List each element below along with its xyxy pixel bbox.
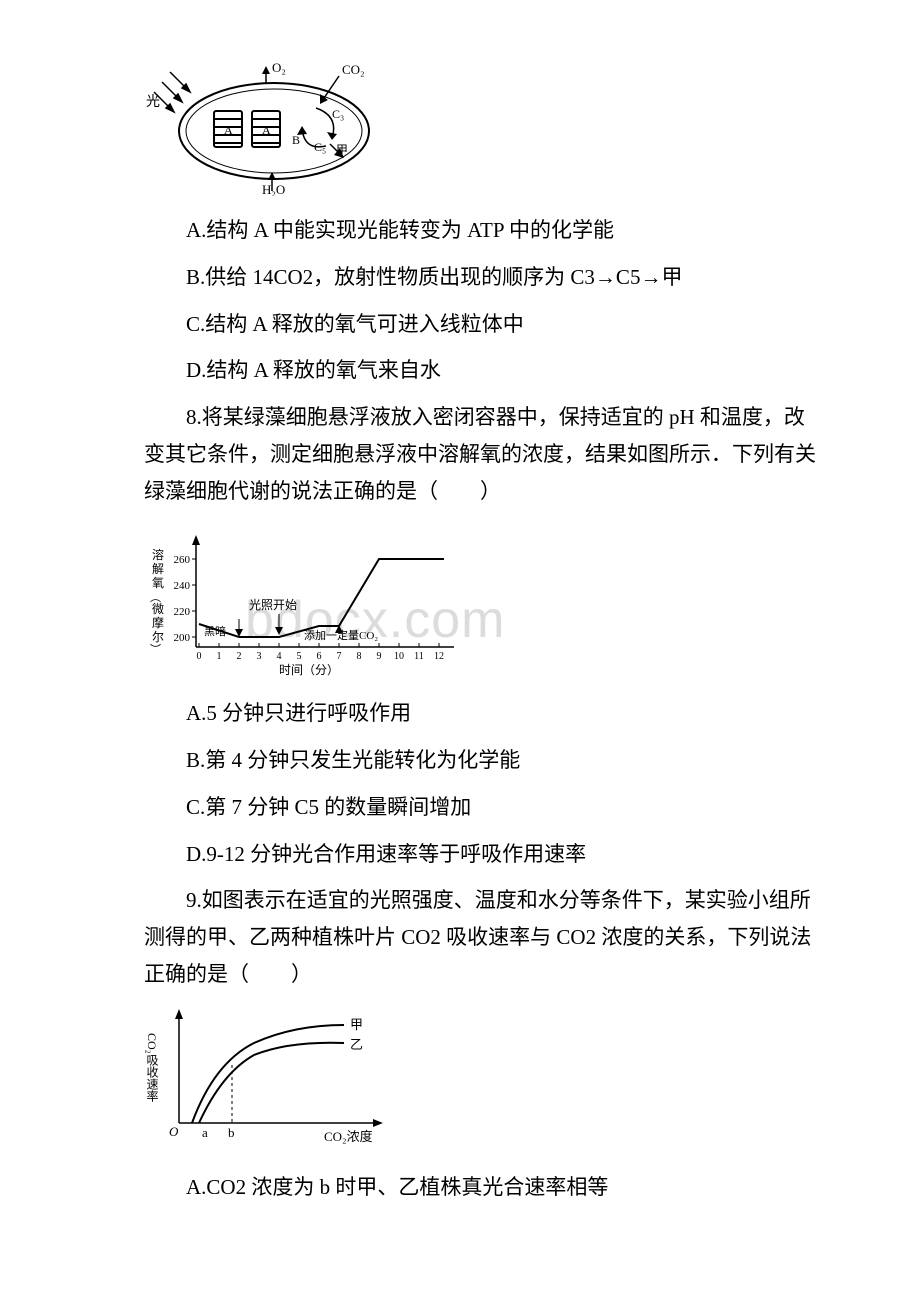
fig8-ann-dark: 黑暗 xyxy=(204,624,226,638)
svg-text:4: 4 xyxy=(277,651,282,662)
q8-option-d: D.9-12 分钟光合作用速率等于呼吸作用速率 xyxy=(144,836,820,873)
page-content: A A 光 O₂ CO₂ C₃ C₅ 甲 xyxy=(144,56,820,1205)
label-a2: A xyxy=(262,123,271,137)
q8-option-b: B.第 4 分钟只发生光能转化为化学能 xyxy=(144,742,820,779)
q7-option-b: B.供给 14CO2，放射性物质出现的顺序为 C3→C5→甲 xyxy=(144,259,820,296)
svg-text:8: 8 xyxy=(357,651,362,662)
svg-text:11: 11 xyxy=(414,651,424,662)
svg-text:1: 1 xyxy=(217,651,222,662)
svg-text:解: 解 xyxy=(152,562,164,576)
fig9-origin: O xyxy=(169,1124,179,1139)
svg-text:0: 0 xyxy=(197,651,202,662)
q8-option-c: C.第 7 分钟 C5 的数量瞬间增加 xyxy=(144,789,820,826)
svg-text:200: 200 xyxy=(174,632,191,644)
svg-text:12: 12 xyxy=(434,651,444,662)
q9-option-a: A.CO2 浓度为 b 时甲、乙植株真光合速率相等 xyxy=(144,1169,820,1206)
q8-option-a: A.5 分钟只进行呼吸作用 xyxy=(144,695,820,732)
fig8-ann-light: 光照开始 xyxy=(249,598,297,612)
fig9-xlabel: CO₂浓度 xyxy=(324,1129,373,1144)
svg-text:240: 240 xyxy=(174,580,191,592)
svg-text:2: 2 xyxy=(237,651,242,662)
q7-option-c: C.结构 A 释放的氧气可进入线粒体中 xyxy=(144,306,820,343)
fig9-series-jia: 甲 xyxy=(350,1017,363,1032)
label-o2: O₂ xyxy=(272,60,286,75)
q8-figure: 溶 解 氧 ︵ 微 摩 尔 ︶ 200 220 240 260 012 345 xyxy=(144,519,820,679)
svg-text:7: 7 xyxy=(337,651,342,662)
svg-text:微: 微 xyxy=(152,602,164,616)
svg-text:6: 6 xyxy=(317,651,322,662)
q7-option-a: A.结构 A 中能实现光能转变为 ATP 中的化学能 xyxy=(144,212,820,249)
svg-text:尔: 尔 xyxy=(152,629,164,644)
svg-text:5: 5 xyxy=(297,651,302,662)
svg-text:220: 220 xyxy=(174,606,191,618)
fig8-ylabel: 溶 xyxy=(152,547,164,562)
svg-text:260: 260 xyxy=(174,554,191,566)
label-c3: C₃ xyxy=(332,107,344,121)
label-light: 光 xyxy=(146,94,160,110)
q9-figure: CO₂吸收速率 CO₂浓度 O 甲 乙 a b xyxy=(144,1003,820,1153)
fig8-xticks: 012 345 678 91011 12 xyxy=(197,651,445,662)
label-co2: CO₂ xyxy=(342,62,365,77)
label-b: B xyxy=(292,133,300,147)
q7-figure: A A 光 O₂ CO₂ C₃ C₅ 甲 xyxy=(144,56,820,196)
fig9-xtick-a: a xyxy=(202,1125,208,1140)
svg-text:9: 9 xyxy=(377,651,382,662)
svg-text:氧: 氧 xyxy=(152,576,164,590)
q7-option-d: D.结构 A 释放的氧气来自水 xyxy=(144,352,820,389)
svg-text:10: 10 xyxy=(394,651,404,662)
svg-text:︶: ︶ xyxy=(150,643,161,656)
q9-stem: 9.如图表示在适宜的光照强度、温度和水分等条件下，某实验小组所测得的甲、乙两种植… xyxy=(144,882,820,992)
fig9-xtick-b: b xyxy=(228,1125,235,1140)
label-a1: A xyxy=(224,123,233,137)
label-h2o: H₂O xyxy=(262,182,285,196)
q8-stem: 8.将某绿藻细胞悬浮液放入密闭容器中，保持适宜的 pH 和温度，改变其它条件，测… xyxy=(144,399,820,509)
fig9-series-yi: 乙 xyxy=(350,1037,363,1052)
fig9-ylabel: CO₂吸收速率 xyxy=(145,1033,159,1102)
svg-text:摩: 摩 xyxy=(152,615,164,630)
fig8-xlabel: 时间（分） xyxy=(279,663,339,677)
label-c5: C₅ xyxy=(314,140,326,154)
svg-text:3: 3 xyxy=(257,651,262,662)
